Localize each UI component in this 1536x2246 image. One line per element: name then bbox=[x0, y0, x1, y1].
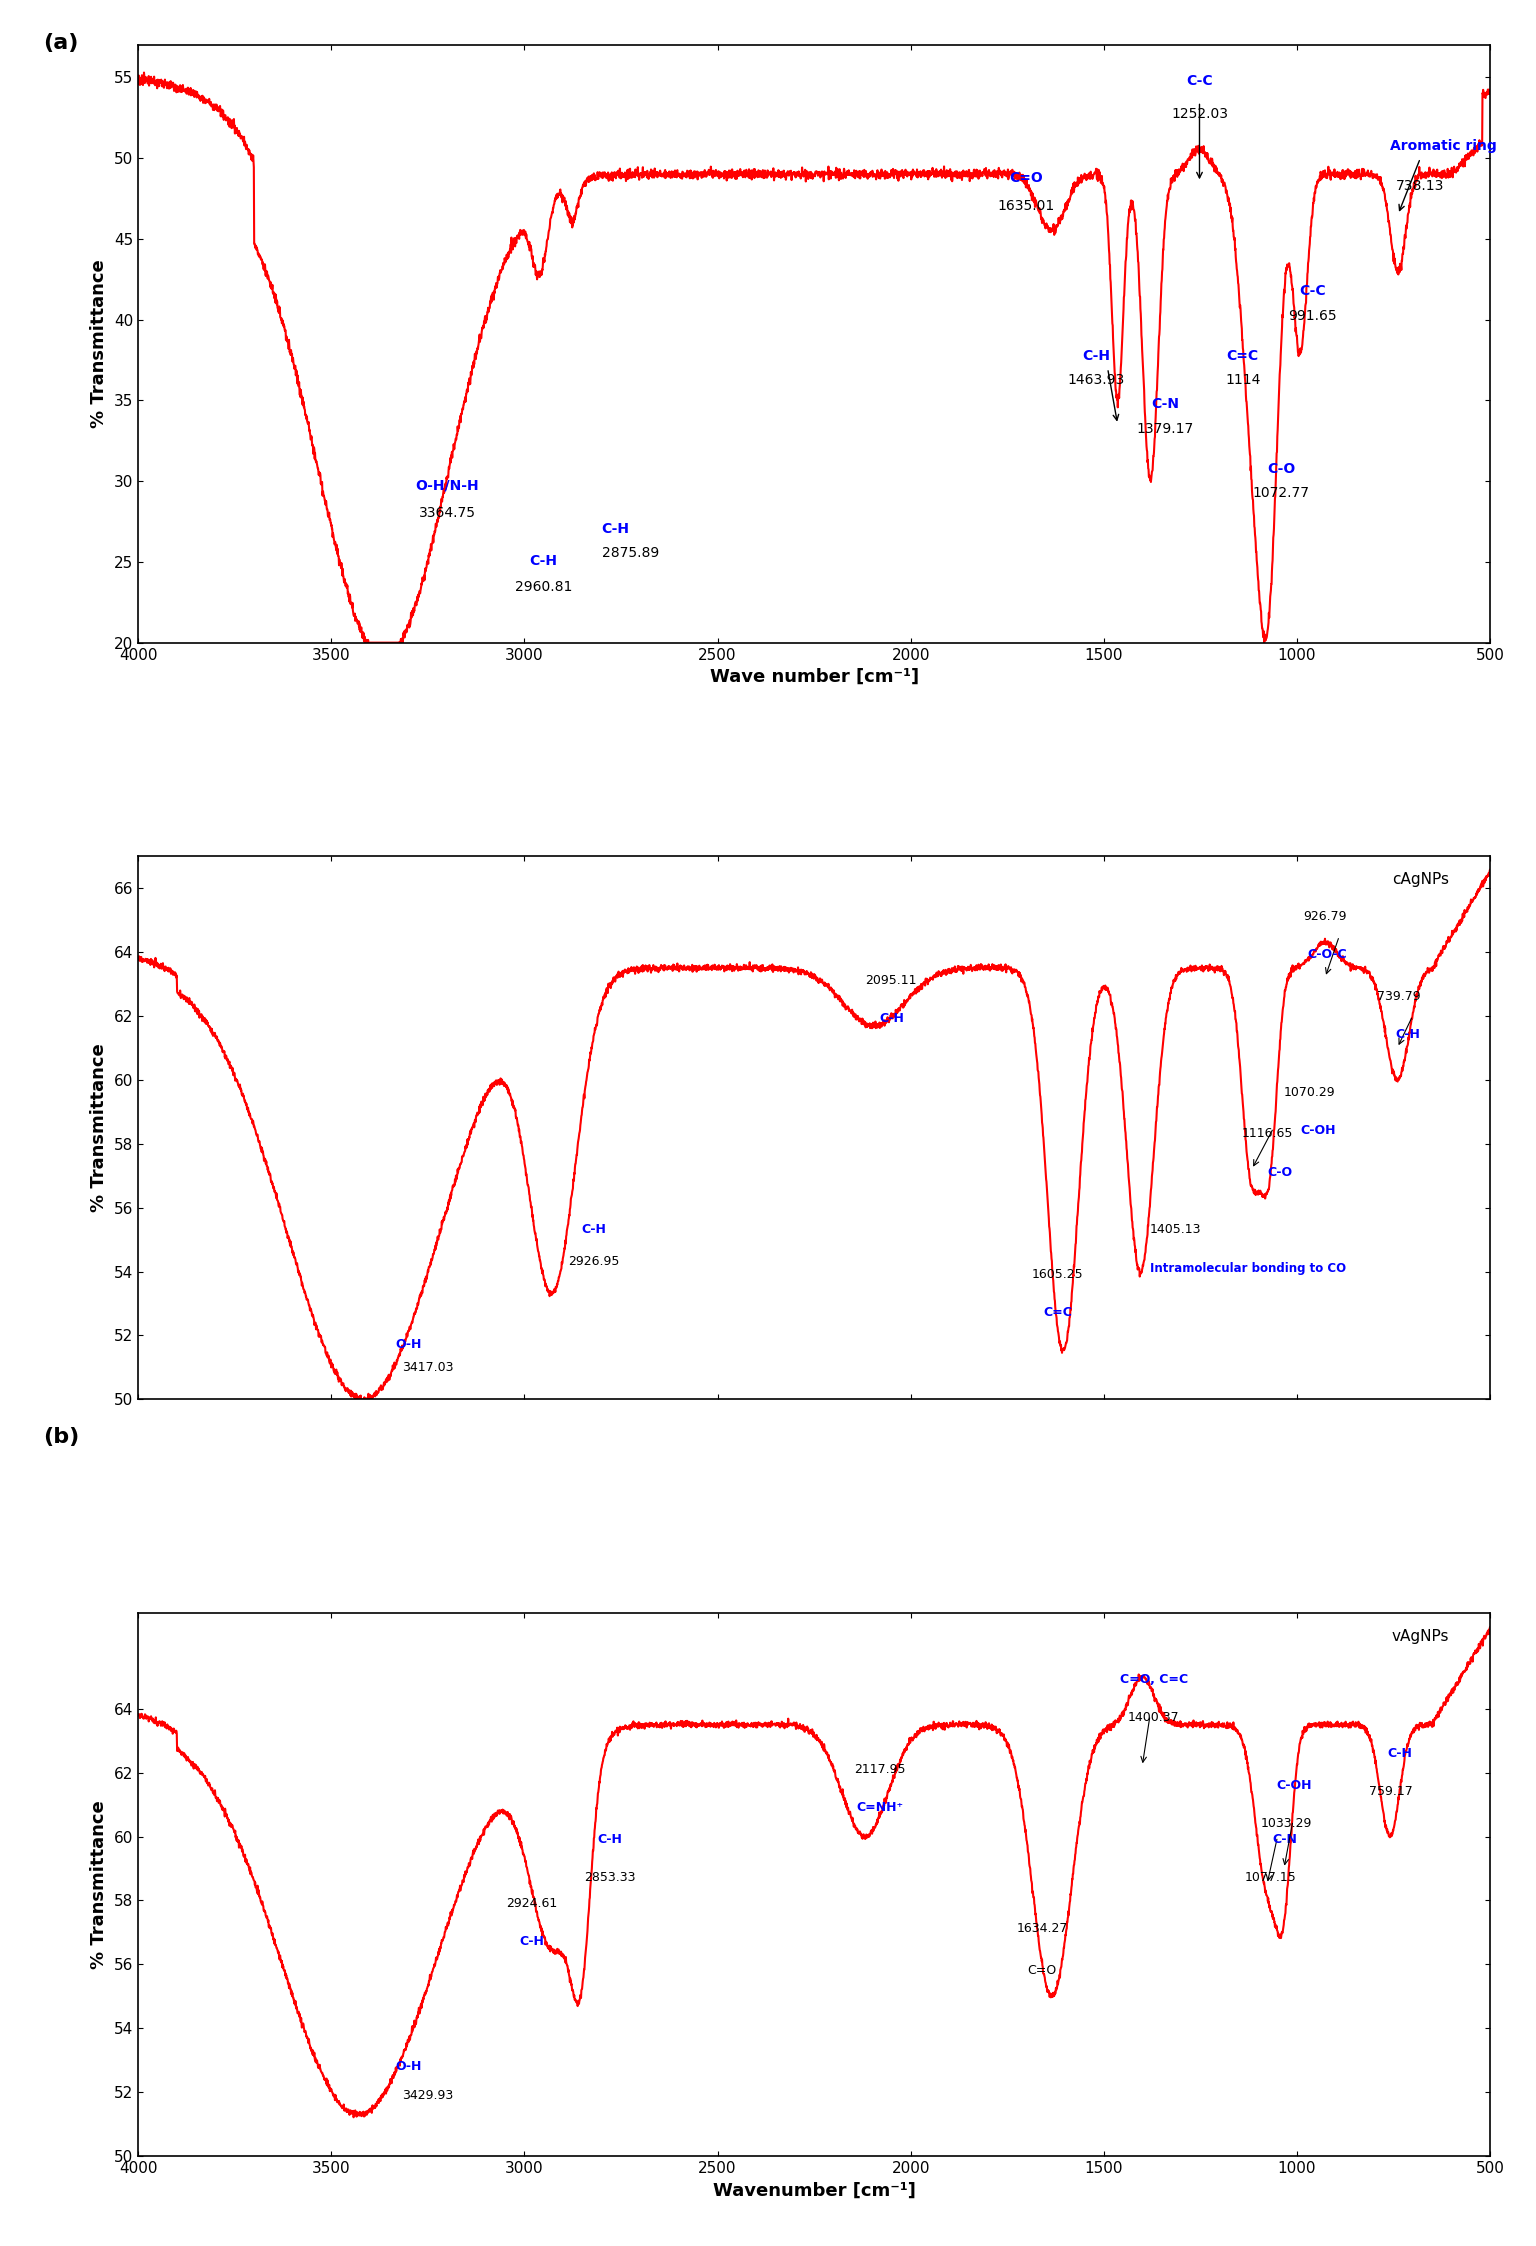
Text: 2117.95: 2117.95 bbox=[854, 1763, 906, 1777]
Y-axis label: % Transmittance: % Transmittance bbox=[91, 1799, 109, 1970]
Text: 759.17: 759.17 bbox=[1369, 1786, 1413, 1799]
Text: C-H: C-H bbox=[879, 1013, 903, 1024]
Text: C-N: C-N bbox=[1152, 398, 1180, 411]
Text: C-O-C: C-O-C bbox=[1307, 948, 1347, 961]
Text: 3417.03: 3417.03 bbox=[402, 1361, 453, 1375]
Text: 1635.01: 1635.01 bbox=[998, 198, 1055, 213]
Text: C-OH: C-OH bbox=[1276, 1779, 1312, 1792]
Text: 1379.17: 1379.17 bbox=[1137, 422, 1193, 436]
Text: 739.79: 739.79 bbox=[1376, 990, 1421, 1004]
Text: C-H: C-H bbox=[1396, 1029, 1421, 1042]
Text: 1400.37: 1400.37 bbox=[1127, 1711, 1180, 1725]
Text: O-H: O-H bbox=[395, 1339, 422, 1352]
Text: C=C: C=C bbox=[1227, 348, 1260, 364]
Text: C-H: C-H bbox=[519, 1936, 545, 1947]
Text: C=O, C=C: C=O, C=C bbox=[1120, 1673, 1187, 1687]
Text: 1114: 1114 bbox=[1226, 373, 1261, 386]
Text: C-H: C-H bbox=[598, 1833, 622, 1846]
Text: 1605.25: 1605.25 bbox=[1032, 1269, 1083, 1280]
Text: C-O: C-O bbox=[1267, 1166, 1293, 1179]
Text: 3429.93: 3429.93 bbox=[402, 2089, 453, 2102]
Text: 1634.27: 1634.27 bbox=[1017, 1923, 1068, 1936]
Text: 2875.89: 2875.89 bbox=[602, 546, 659, 559]
Text: C=C: C=C bbox=[1043, 1307, 1072, 1318]
Text: C-H: C-H bbox=[530, 555, 558, 568]
Text: (a): (a) bbox=[43, 34, 78, 54]
Text: 1405.13: 1405.13 bbox=[1150, 1224, 1201, 1235]
Text: 1070.29: 1070.29 bbox=[1284, 1085, 1335, 1098]
Text: O-H: O-H bbox=[395, 2060, 422, 2073]
Text: vAgNPs: vAgNPs bbox=[1392, 1628, 1450, 1644]
Text: 1077.15: 1077.15 bbox=[1246, 1871, 1296, 1884]
Text: Aromatic ring: Aromatic ring bbox=[1390, 139, 1498, 153]
Y-axis label: % Transmittance: % Transmittance bbox=[91, 258, 109, 429]
Text: 1072.77: 1072.77 bbox=[1253, 485, 1310, 501]
Text: 1116.65: 1116.65 bbox=[1241, 1127, 1293, 1141]
Text: C-H: C-H bbox=[602, 521, 630, 537]
Text: C-H: C-H bbox=[582, 1224, 607, 1235]
Text: C-H: C-H bbox=[1389, 1747, 1413, 1759]
Text: C-C: C-C bbox=[1186, 74, 1213, 88]
Text: 2960.81: 2960.81 bbox=[515, 579, 573, 593]
Text: 1252.03: 1252.03 bbox=[1170, 106, 1227, 121]
Text: 926.79: 926.79 bbox=[1304, 910, 1347, 923]
Text: C=O: C=O bbox=[1009, 171, 1043, 184]
Text: 1463.93: 1463.93 bbox=[1068, 373, 1124, 386]
X-axis label: Wavenumber [cm⁻¹]: Wavenumber [cm⁻¹] bbox=[713, 2181, 915, 2199]
Text: (b): (b) bbox=[43, 1426, 80, 1446]
Text: C=O: C=O bbox=[1028, 1963, 1057, 1976]
X-axis label: Wave number [cm⁻¹]: Wave number [cm⁻¹] bbox=[710, 667, 919, 685]
Text: 2926.95: 2926.95 bbox=[568, 1256, 619, 1269]
Y-axis label: % Transmittance: % Transmittance bbox=[91, 1044, 109, 1213]
Text: C-H: C-H bbox=[1081, 348, 1111, 364]
Text: 2924.61: 2924.61 bbox=[507, 1898, 558, 1909]
Text: 2095.11: 2095.11 bbox=[866, 975, 917, 986]
Text: Intramolecular bonding to CO: Intramolecular bonding to CO bbox=[1150, 1262, 1346, 1273]
Text: C-C: C-C bbox=[1299, 285, 1326, 299]
Text: 2853.33: 2853.33 bbox=[584, 1871, 636, 1884]
Text: C-OH: C-OH bbox=[1299, 1123, 1335, 1136]
Text: C-O: C-O bbox=[1267, 463, 1295, 476]
Text: C=NH⁺: C=NH⁺ bbox=[856, 1801, 903, 1815]
Text: 1033.29: 1033.29 bbox=[1261, 1817, 1312, 1830]
Text: O-H/N-H: O-H/N-H bbox=[415, 478, 479, 492]
Text: cAgNPs: cAgNPs bbox=[1392, 871, 1450, 887]
Text: 991.65: 991.65 bbox=[1289, 308, 1336, 323]
Text: 738.13: 738.13 bbox=[1396, 180, 1444, 193]
Text: 3364.75: 3364.75 bbox=[419, 505, 476, 519]
Text: C-N: C-N bbox=[1272, 1833, 1296, 1846]
